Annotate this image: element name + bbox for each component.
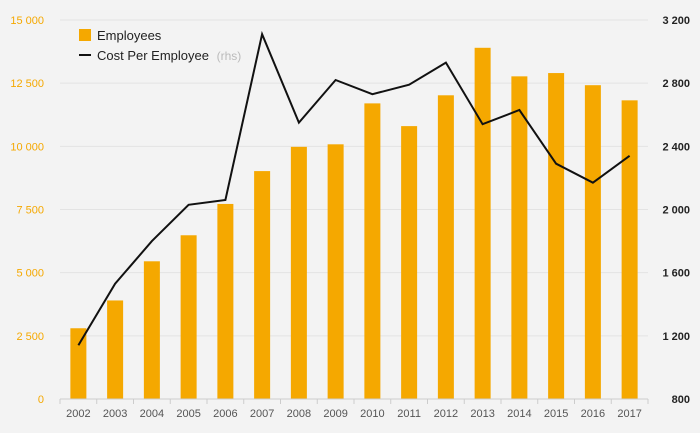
bar: [437, 95, 454, 399]
line-series: [77, 30, 631, 346]
y-right-tick-label: 2 800: [662, 78, 690, 90]
bar: [70, 328, 87, 399]
bar: [180, 235, 197, 399]
y-left-tick-label: 0: [38, 394, 44, 406]
y-right-tick-label: 1 200: [662, 331, 690, 343]
y-right-tick-label: 1 600: [662, 268, 690, 280]
x-tick-label: 2016: [581, 408, 605, 420]
y-left-tick-label: 2 500: [16, 331, 44, 343]
x-tick-label: 2002: [66, 408, 90, 420]
x-tick-label: 2006: [213, 408, 237, 420]
x-tick-label: 2015: [544, 408, 568, 420]
y-right-tick-label: 800: [672, 394, 690, 406]
bar: [217, 203, 234, 399]
y-left-tick-label: 12 500: [10, 78, 44, 90]
bar: [364, 103, 381, 399]
y-left-tick-label: 5 000: [16, 268, 44, 280]
axes: 0 2 500 5 000 7 500 10 000 12 500 15 000 800 1 2…: [10, 15, 690, 420]
bar: [474, 47, 491, 399]
bar: [254, 171, 271, 399]
bar-series: [70, 47, 638, 400]
bar: [621, 100, 638, 400]
y-right-tick-label: 2 000: [662, 205, 690, 217]
y-right-tick-label: 2 400: [662, 141, 690, 153]
legend-label-cost-name: Cost Per Employee: [97, 48, 209, 63]
cost-line: [77, 30, 631, 346]
legend-swatch-employees: [79, 29, 91, 41]
bar: [290, 146, 307, 399]
x-tick-label: 2003: [103, 408, 127, 420]
bar: [107, 300, 124, 399]
bar: [327, 144, 344, 399]
x-tick-label: 2008: [287, 408, 311, 420]
x-tick-label: 2014: [507, 408, 531, 420]
x-tick-label: 2013: [470, 408, 494, 420]
x-tick-label: 2010: [360, 408, 384, 420]
x-tick-label: 2007: [250, 408, 274, 420]
bar: [584, 85, 601, 400]
x-tick-label: 2005: [176, 408, 200, 420]
bar: [143, 261, 160, 399]
y-left-tick-label: 15 000: [10, 15, 44, 27]
legend-label-cost: Cost Per Employee (rhs): [97, 48, 241, 63]
y-right-tick-label: 3 200: [662, 15, 690, 27]
x-tick-label: 2009: [323, 408, 347, 420]
bar: [511, 76, 528, 399]
bar: [548, 73, 565, 399]
x-tick-label: 2012: [434, 408, 458, 420]
x-tick-label: 2017: [617, 408, 641, 420]
legend: Employees Cost Per Employee (rhs): [79, 28, 241, 63]
legend-label-cost-note: (rhs): [217, 49, 242, 63]
x-tick-label: 2004: [140, 408, 164, 420]
bar: [401, 126, 418, 400]
y-left-tick-label: 7 500: [16, 205, 44, 217]
x-tick-label: 2011: [397, 408, 421, 420]
y-left-tick-label: 10 000: [10, 141, 44, 153]
legend-label-employees: Employees: [97, 28, 162, 43]
